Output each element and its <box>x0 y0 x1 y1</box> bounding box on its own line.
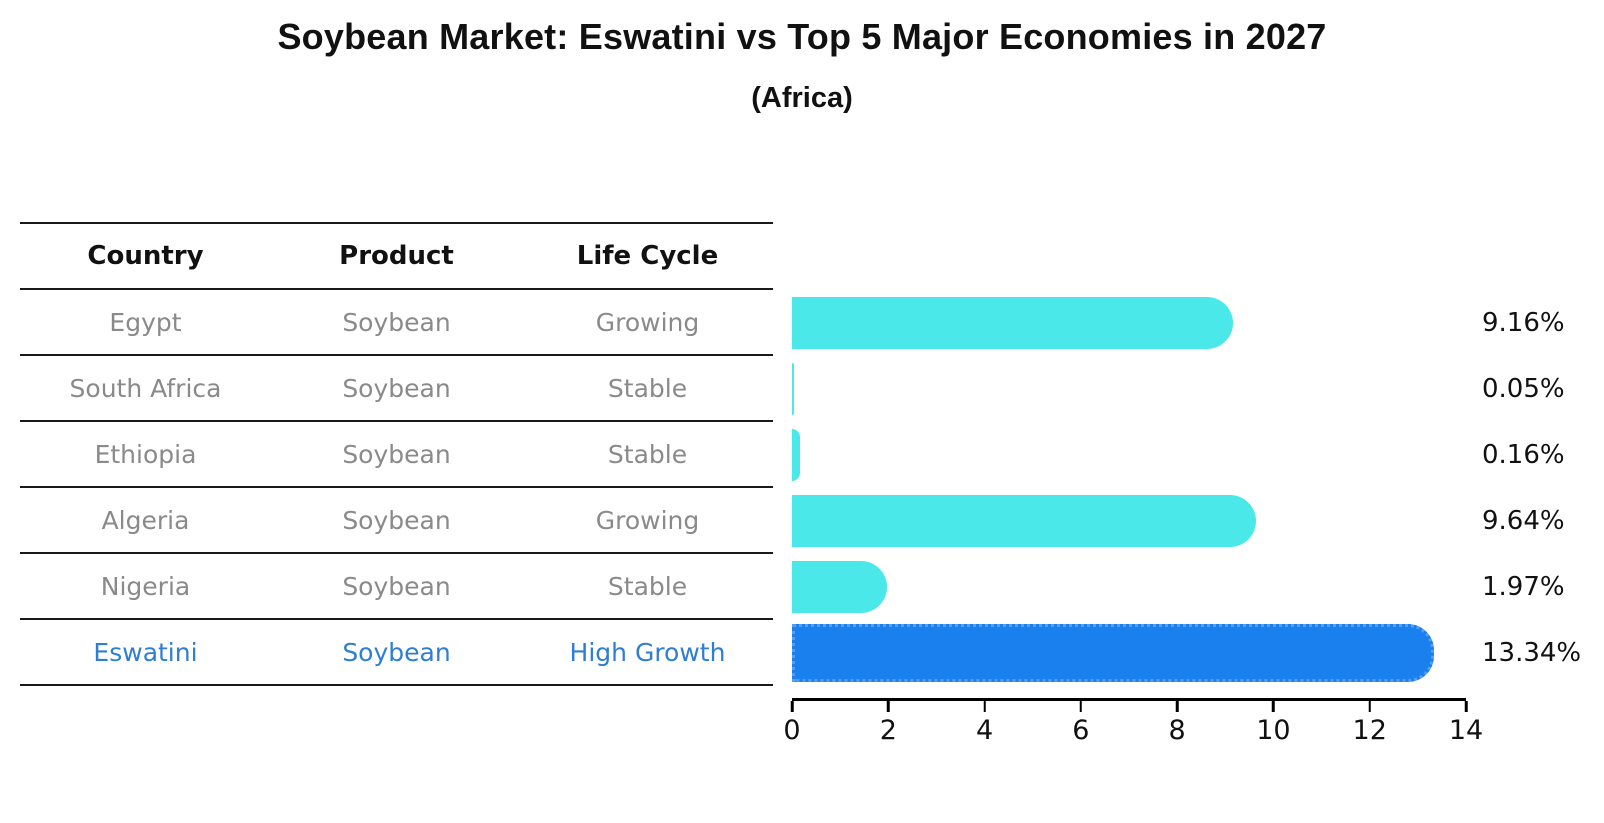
bar <box>792 561 887 613</box>
bar-track: 1.97% <box>792 554 1565 620</box>
bar <box>792 429 800 481</box>
cell-life-cycle: Stable <box>607 571 688 601</box>
bar-track: 9.16% <box>792 290 1565 356</box>
bar-value-label: 0.05% <box>1482 374 1565 404</box>
cell-country: Algeria <box>101 505 190 535</box>
table-row: Algeria Soybean Growing 9.64% <box>20 488 1565 554</box>
table-row-cells: Egypt Soybean Growing <box>20 290 773 356</box>
table-row-cells: Nigeria Soybean Stable <box>20 554 773 620</box>
bar-value-label: 13.34% <box>1482 638 1582 668</box>
bar-value-label: 9.16% <box>1482 308 1565 338</box>
x-axis-tick-label: 2 <box>879 715 897 746</box>
column-header-life-cycle: Life Cycle <box>576 241 719 271</box>
x-axis-tick-mark <box>1175 701 1179 712</box>
table-row: Ethiopia Soybean Stable 0.16% <box>20 422 1565 488</box>
table-row-cells: Algeria Soybean Growing <box>20 488 773 554</box>
x-axis-tick-mark <box>1464 701 1468 712</box>
cell-life-cycle: High Growth <box>569 637 726 667</box>
bar <box>792 297 1233 349</box>
bar-track: 9.64% <box>792 488 1565 554</box>
x-axis-tick-mark <box>983 701 986 712</box>
cell-country: South Africa <box>69 373 222 403</box>
column-header-country: Country <box>87 241 204 271</box>
bar-value-label: 0.16% <box>1482 440 1565 470</box>
cell-product: Soybean <box>342 637 451 667</box>
table-header-cells: Country Product Life Cycle <box>20 222 773 290</box>
bar-value-label: 1.97% <box>1482 572 1565 602</box>
x-axis-tick-mark <box>887 701 890 712</box>
bar <box>792 495 1257 547</box>
x-axis-tick-label: 4 <box>975 715 994 746</box>
cell-product: Soybean <box>342 439 451 469</box>
x-axis: 0 2 4 6 8 10 12 14 <box>783 698 1483 746</box>
x-axis-tick-label: 12 <box>1352 715 1387 746</box>
bar-track-header-spacer <box>792 222 1466 290</box>
bar-track: 0.05% <box>792 356 1565 422</box>
cell-country: Eswatini <box>93 637 198 667</box>
cell-life-cycle: Stable <box>607 373 688 403</box>
cell-product: Soybean <box>342 307 451 337</box>
x-axis-tick-label: 8 <box>1168 715 1186 746</box>
cell-life-cycle: Stable <box>607 439 688 469</box>
x-axis-tick-mark <box>790 701 794 712</box>
table-chart-rows: Egypt Soybean Growing 9.16% South Africa… <box>20 290 1581 686</box>
x-axis-tick-label: 14 <box>1448 715 1484 746</box>
table-row-cells: Ethiopia Soybean Stable <box>20 422 773 488</box>
cell-country: Egypt <box>109 307 182 337</box>
x-axis-tick-mark <box>1272 701 1275 712</box>
x-axis-tick-label: 0 <box>783 715 801 746</box>
cell-country: Nigeria <box>100 571 191 601</box>
cell-product: Soybean <box>342 505 451 535</box>
table-header-row: Country Product Life Cycle <box>20 222 1466 290</box>
bar <box>792 624 1435 682</box>
column-header-product: Product <box>339 241 454 271</box>
chart-subtitle: (Africa) <box>751 82 853 114</box>
table-row: Eswatini Soybean High Growth 13.34% <box>20 620 1581 686</box>
bar-track: 0.16% <box>792 422 1565 488</box>
table-row: Egypt Soybean Growing 9.16% <box>20 290 1565 356</box>
cell-life-cycle: Growing <box>595 307 700 337</box>
table-row-cells: South Africa Soybean Stable <box>20 356 773 422</box>
bar <box>792 363 795 415</box>
bar-track: 13.34% <box>792 620 1581 686</box>
x-axis-tick-label: 6 <box>1072 715 1090 746</box>
bar-value-label: 9.64% <box>1482 506 1565 536</box>
cell-country: Ethiopia <box>94 439 197 469</box>
table-row: Nigeria Soybean Stable 1.97% <box>20 554 1565 620</box>
x-axis-tick-label: 10 <box>1256 715 1291 746</box>
table-chart-grid: Country Product Life Cycle Egypt Soybean… <box>20 222 1581 686</box>
x-axis-tick-mark <box>1079 701 1083 712</box>
chart-title: Soybean Market: Eswatini vs Top 5 Major … <box>277 16 1327 57</box>
cell-product: Soybean <box>342 571 451 601</box>
cell-product: Soybean <box>342 373 451 403</box>
x-axis-tick-mark <box>1368 701 1371 712</box>
cell-life-cycle: Growing <box>595 505 700 535</box>
table-row-cells: Eswatini Soybean High Growth <box>20 620 773 686</box>
table-row: South Africa Soybean Stable 0.05% <box>20 356 1565 422</box>
